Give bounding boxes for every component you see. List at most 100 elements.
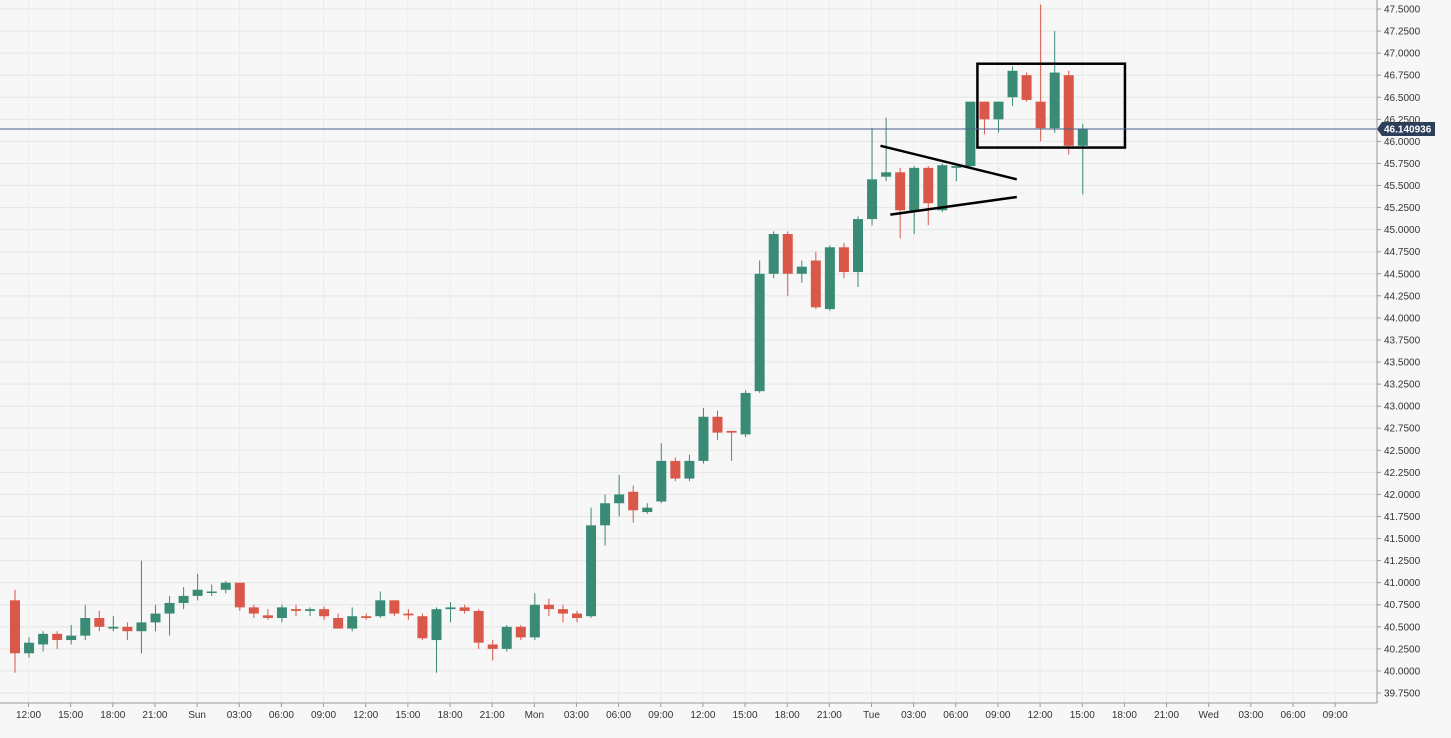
y-tick-label: 40.5000 xyxy=(1384,622,1421,633)
candle[interactable] xyxy=(909,166,920,235)
candle[interactable] xyxy=(164,595,175,636)
candle[interactable] xyxy=(347,607,358,632)
candle[interactable] xyxy=(867,128,878,226)
candle[interactable] xyxy=(501,625,512,652)
candle[interactable] xyxy=(515,625,526,641)
candle[interactable] xyxy=(1007,66,1018,107)
candle-body xyxy=(220,582,231,590)
candle[interactable] xyxy=(881,117,892,182)
candle[interactable] xyxy=(445,602,456,623)
candle[interactable] xyxy=(192,573,203,601)
candle[interactable] xyxy=(220,580,231,594)
x-tick-label: 18:00 xyxy=(437,710,462,721)
x-tick-label: 15:00 xyxy=(395,710,420,721)
candle[interactable] xyxy=(66,625,77,645)
y-tick-label: 40.7500 xyxy=(1384,600,1421,611)
candle[interactable] xyxy=(487,640,498,661)
candle[interactable] xyxy=(796,260,807,283)
candle[interactable] xyxy=(262,609,273,620)
candle-body xyxy=(642,507,653,513)
candle-body xyxy=(656,460,667,502)
candle[interactable] xyxy=(614,475,625,517)
candle[interactable] xyxy=(473,609,484,649)
candle[interactable] xyxy=(768,231,779,279)
candle[interactable] xyxy=(38,631,49,652)
candle[interactable] xyxy=(572,610,582,623)
candle[interactable] xyxy=(740,390,751,438)
candle[interactable] xyxy=(389,600,400,617)
x-tick-label: 12:00 xyxy=(353,710,378,721)
candle-body xyxy=(501,626,512,649)
y-tick-label: 45.0000 xyxy=(1384,225,1421,236)
candle[interactable] xyxy=(656,443,667,504)
candle[interactable] xyxy=(642,503,653,514)
candle[interactable] xyxy=(951,166,962,182)
candle[interactable] xyxy=(684,454,695,482)
candle[interactable] xyxy=(333,613,344,629)
candle[interactable] xyxy=(1077,123,1088,195)
candle[interactable] xyxy=(670,457,681,482)
candle[interactable] xyxy=(923,166,934,226)
candle[interactable] xyxy=(10,589,20,673)
y-tick-label: 40.0000 xyxy=(1384,666,1421,677)
candle[interactable] xyxy=(810,251,821,310)
candle[interactable] xyxy=(895,167,906,239)
candle[interactable] xyxy=(375,591,386,618)
candle[interactable] xyxy=(248,604,259,618)
candle[interactable] xyxy=(417,613,428,641)
x-tick-label: 12:00 xyxy=(16,710,41,721)
candle[interactable] xyxy=(108,616,119,632)
candle-body xyxy=(1021,75,1032,100)
candle[interactable] xyxy=(234,582,245,611)
candle[interactable] xyxy=(206,584,217,596)
trendline[interactable] xyxy=(880,144,1018,181)
candle[interactable] xyxy=(1035,4,1046,142)
candle[interactable] xyxy=(698,407,709,464)
candle[interactable] xyxy=(853,216,863,288)
candle[interactable] xyxy=(319,606,330,620)
candle[interactable] xyxy=(305,607,316,617)
candle-body xyxy=(403,613,414,616)
candle[interactable] xyxy=(150,604,161,632)
rectangle-annotation[interactable] xyxy=(976,62,1127,149)
candle[interactable] xyxy=(80,604,91,641)
candle[interactable] xyxy=(431,607,442,673)
candle[interactable] xyxy=(122,622,133,641)
candle[interactable] xyxy=(529,593,540,641)
candle[interactable] xyxy=(1049,31,1060,133)
candle-body xyxy=(276,607,287,618)
candle[interactable] xyxy=(52,631,63,649)
candle[interactable] xyxy=(94,610,105,632)
candle[interactable] xyxy=(993,101,1004,133)
candle[interactable] xyxy=(782,231,793,296)
candle[interactable] xyxy=(754,260,765,393)
candle[interactable] xyxy=(136,560,147,654)
candle[interactable] xyxy=(459,604,470,614)
candle[interactable] xyxy=(178,587,189,610)
axes: 47.5000 47.2500 47.0000 46.7500 46.5000 46.25… xyxy=(0,0,1421,721)
candle[interactable] xyxy=(965,101,976,168)
candle[interactable] xyxy=(24,637,35,658)
candle[interactable] xyxy=(600,494,611,546)
candle[interactable] xyxy=(628,485,639,523)
candle[interactable] xyxy=(276,604,287,623)
trendline[interactable] xyxy=(890,195,1017,216)
candle[interactable] xyxy=(361,613,372,620)
candle[interactable] xyxy=(712,410,723,440)
candle[interactable] xyxy=(557,604,568,623)
candle[interactable] xyxy=(586,507,597,618)
candle[interactable] xyxy=(1063,70,1074,155)
candle[interactable] xyxy=(403,609,414,620)
candle[interactable] xyxy=(838,242,849,279)
candle[interactable] xyxy=(543,598,554,617)
y-tick-label: 46.7500 xyxy=(1384,71,1421,82)
candle[interactable] xyxy=(1021,72,1032,102)
candle-body xyxy=(796,266,807,274)
candle[interactable] xyxy=(291,604,301,617)
candle[interactable] xyxy=(726,430,737,461)
candle[interactable] xyxy=(937,163,948,212)
candle[interactable] xyxy=(824,245,835,311)
y-tick-label: 43.0000 xyxy=(1384,402,1421,413)
